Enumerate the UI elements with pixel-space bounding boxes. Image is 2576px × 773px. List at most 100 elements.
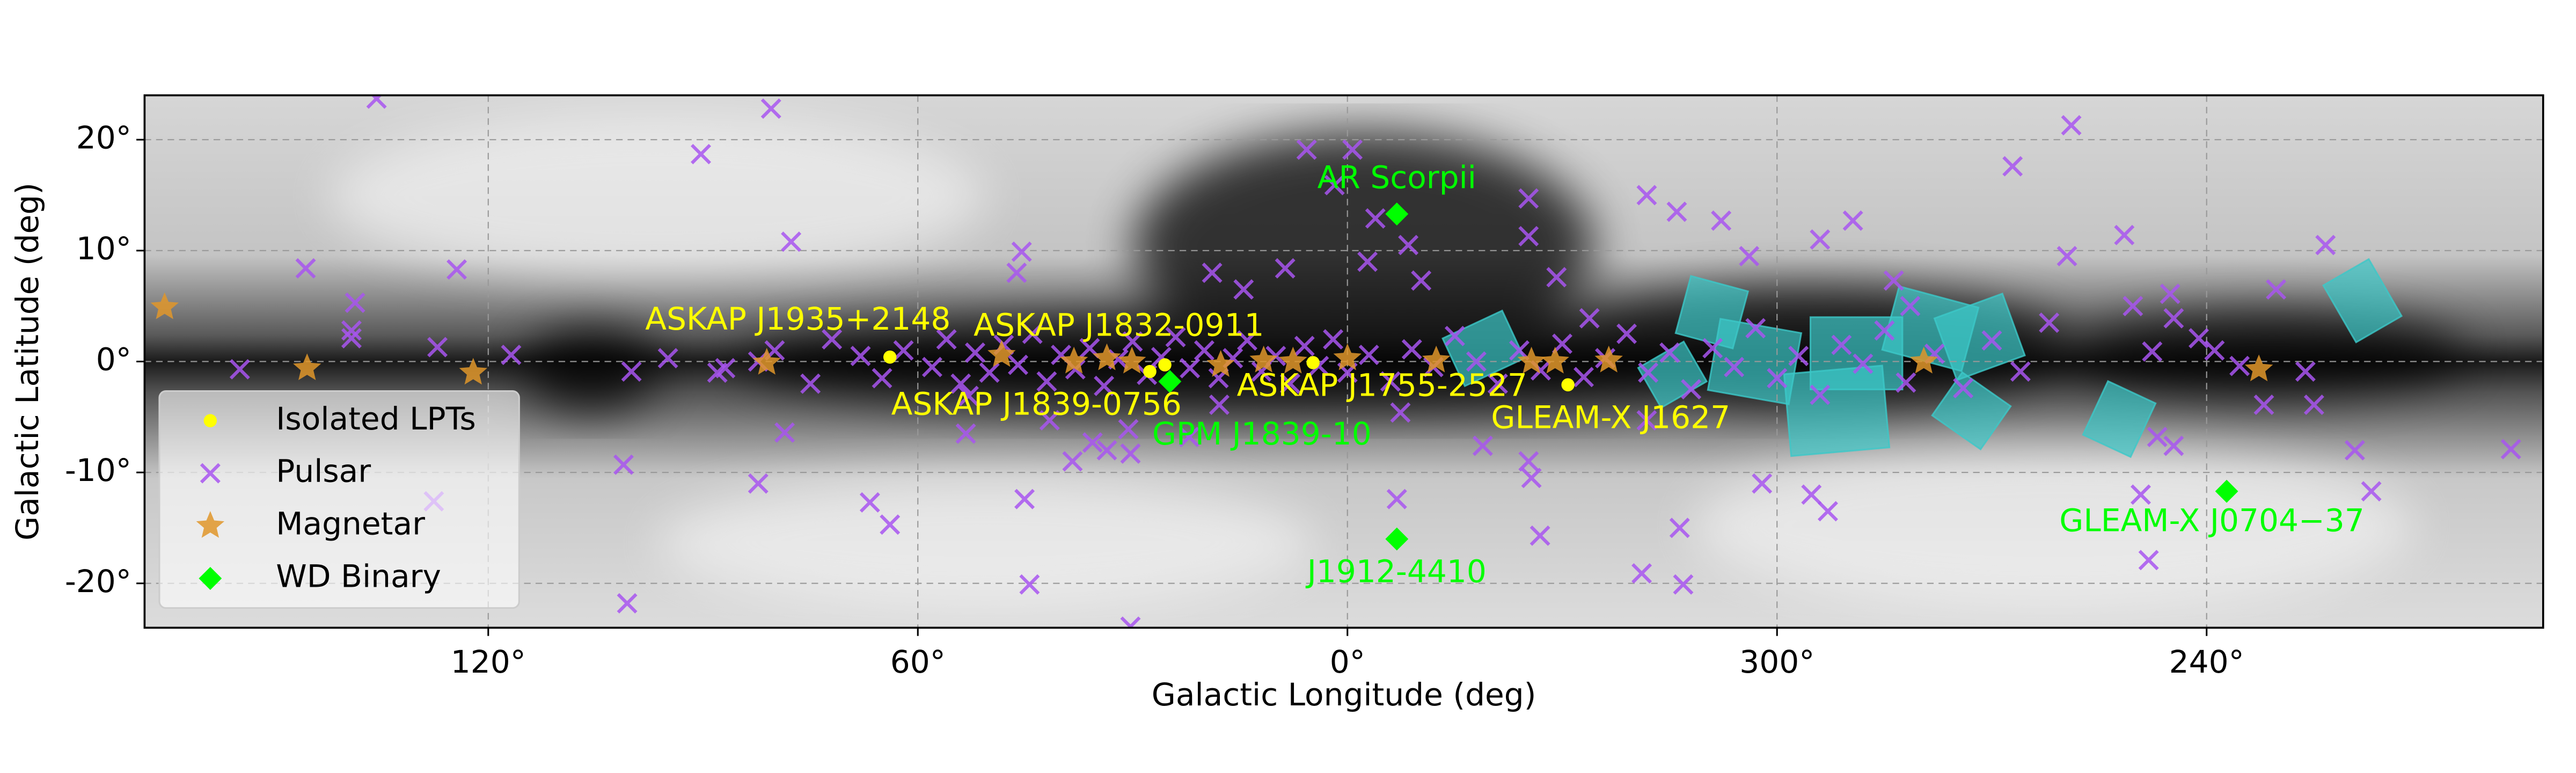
wd-binary-point — [1385, 202, 1409, 226]
pulsar-point — [1529, 525, 1550, 546]
legend-marker — [200, 463, 221, 484]
y-tick-label: -10° — [65, 452, 131, 488]
pulsar-point — [2138, 550, 2159, 571]
magnetar-point — [293, 353, 321, 381]
pulsar-point — [1011, 241, 1032, 262]
point-label: GPM J1839-10 — [1152, 415, 1372, 452]
pulsar-point — [1638, 362, 1659, 383]
pulsar-point — [1357, 251, 1378, 272]
wd-binary-point — [1158, 370, 1182, 393]
wd-binary-point — [2215, 479, 2238, 503]
pulsar-point — [1636, 185, 1657, 206]
pulsar-point — [1202, 262, 1223, 283]
lpt-point — [883, 350, 897, 364]
pulsar-point — [1518, 188, 1539, 209]
pulsar-point — [1014, 488, 1035, 509]
pulsar-point — [657, 348, 678, 369]
pulsar-point — [955, 423, 976, 444]
pulsar-point — [2204, 340, 2225, 361]
pulsar-point — [617, 593, 638, 614]
pulsar-point — [1673, 574, 1694, 595]
pulsar-point — [1275, 258, 1296, 279]
pulsar-point — [1669, 517, 1690, 538]
pulsar-point — [2163, 308, 2184, 329]
pulsar-point — [1233, 279, 1254, 300]
magnetar-point — [1117, 346, 1146, 374]
pulsar-point — [501, 345, 522, 366]
magnetar-point — [1059, 346, 1088, 374]
pulsar-point — [2142, 341, 2163, 362]
pulsar-point — [2189, 328, 2209, 349]
pulsar-point — [341, 320, 362, 341]
pulsar-point — [2163, 435, 2184, 456]
y-tick-label: 10° — [76, 230, 131, 267]
magnetar-point — [1093, 343, 1121, 370]
pulsar-point — [1767, 368, 1788, 389]
pulsar-point — [1636, 410, 1657, 431]
pulsar-point — [1745, 318, 1766, 339]
pulsar-point — [2061, 115, 2082, 136]
pulsar-point — [748, 473, 769, 494]
pulsar-point — [1324, 174, 1345, 195]
point-label: ASKAP J1832-0911 — [974, 307, 1264, 343]
pulsar-point — [2361, 481, 2382, 502]
pulsar-point — [979, 362, 1000, 383]
lpt-point — [1158, 358, 1172, 371]
pulsar-point — [2002, 156, 2023, 177]
pulsar-point — [2315, 235, 2336, 256]
pulsar-point — [1008, 354, 1029, 375]
pulsar-point — [1094, 375, 1115, 396]
pulsar-point — [1380, 371, 1401, 392]
y-tick-label: 20° — [76, 119, 131, 156]
pulsar-point — [781, 231, 802, 252]
pulsar-point — [859, 492, 880, 513]
pulsar-point — [1039, 410, 1060, 431]
pulsar-point — [427, 337, 448, 358]
pulsar-point — [1019, 574, 1040, 595]
pulsar-point — [1472, 435, 1493, 456]
magnetar-point — [1206, 350, 1235, 377]
pulsar-point — [1896, 372, 1916, 393]
pulsar-point — [1702, 338, 1723, 359]
pulsar-point — [1118, 419, 1139, 440]
pulsar-point — [1398, 235, 1419, 256]
legend: Isolated LPTs Pulsar Magnetar WD Binary — [158, 390, 520, 609]
point-label: J1912-4410 — [1305, 553, 1487, 589]
pulsar-point — [691, 144, 712, 165]
pulsar-point — [2266, 279, 2287, 300]
lpt-point — [1306, 356, 1320, 369]
pulsar-point — [1296, 139, 1317, 160]
pulsar-point — [872, 368, 892, 389]
magnetar-point — [1249, 345, 1278, 373]
legend-label: Magnetar — [276, 506, 425, 542]
pulsar-point — [1365, 208, 1386, 229]
pulsar-point — [1574, 367, 1594, 388]
pulsar-point — [893, 340, 914, 361]
y-tick-label: -20° — [65, 563, 131, 600]
pulsar-point — [2114, 224, 2135, 245]
pulsar-point — [2229, 355, 2250, 376]
pulsar-point — [1342, 139, 1363, 160]
magnetar-point — [459, 358, 487, 385]
pulsar-point — [1616, 323, 1637, 344]
pulsar-point — [1179, 426, 1199, 447]
legend-marker — [196, 511, 225, 538]
legend-label: Isolated LPTs — [276, 400, 475, 437]
pulsar-point — [341, 328, 362, 349]
pulsar-point — [958, 385, 979, 406]
pulsar-point — [1209, 395, 1230, 415]
pulsar-point — [1323, 329, 1344, 350]
legend-label: Pulsar — [276, 453, 371, 490]
pulsar-point — [1082, 432, 1103, 453]
pulsar-point — [1953, 378, 1974, 399]
pulsar-point — [1386, 488, 1407, 509]
pulsar-point — [1521, 468, 1542, 488]
magnetar-point — [1541, 346, 1569, 374]
magnetar-point — [987, 340, 1016, 367]
pulsar-point — [2039, 312, 2060, 333]
pulsar-point — [1180, 358, 1201, 378]
pulsar-point — [760, 98, 781, 119]
pulsar-point — [1444, 325, 1465, 346]
marks — [150, 95, 2521, 628]
